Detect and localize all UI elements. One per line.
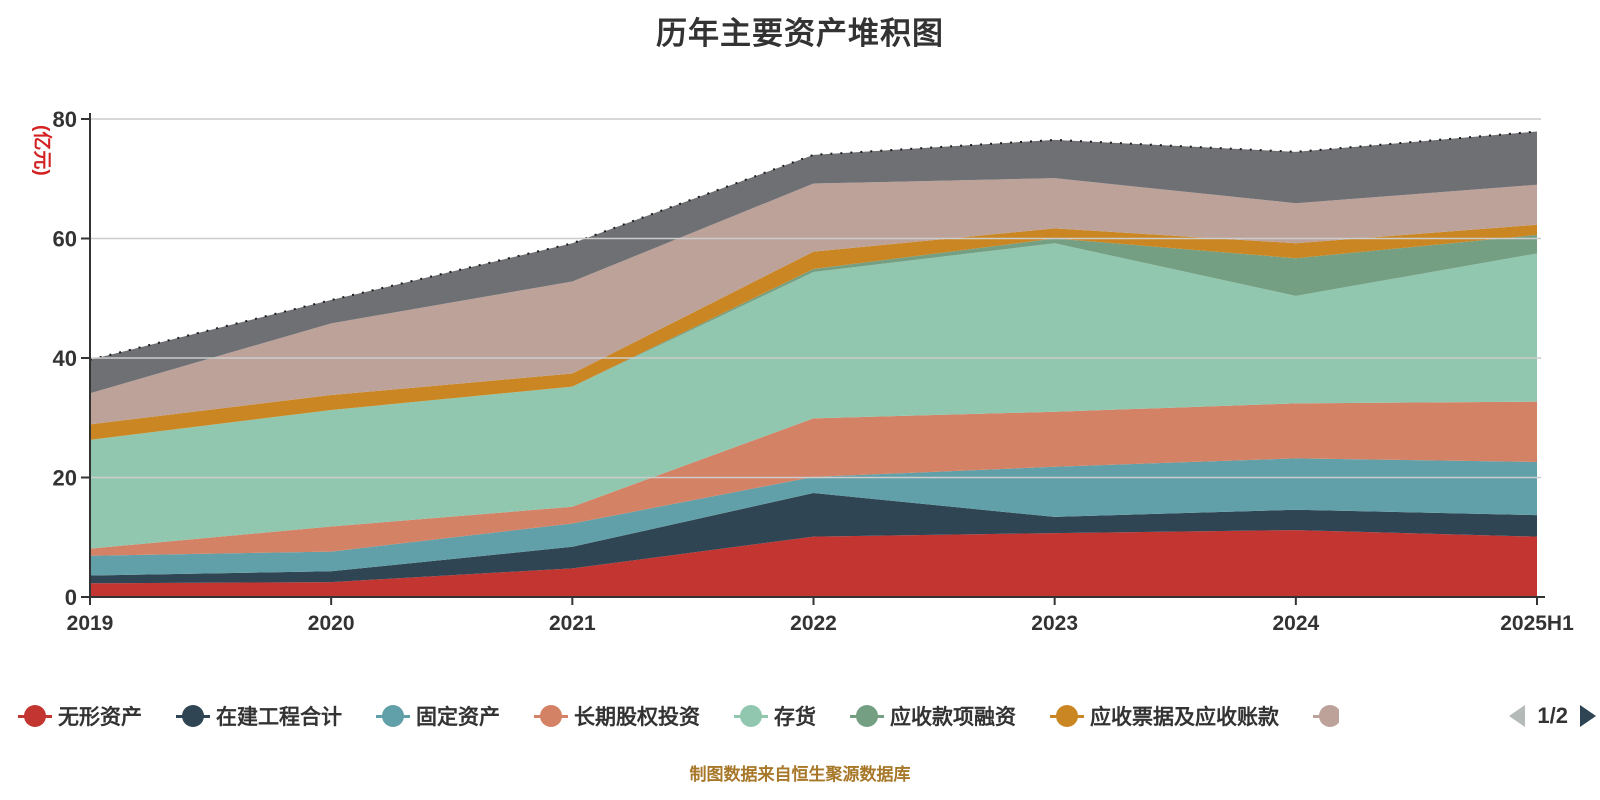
y-axis-label-20: 20 [53,466,77,491]
legend-label: 固定资产 [416,706,500,729]
legend-marker-circle [740,705,762,727]
legend-marker-circle [182,705,204,727]
area-band-长期股权投资 [90,401,1537,556]
area-bands [89,130,1538,597]
legend-marker-icon [534,705,568,727]
area-band-应收款项融资 [90,234,1537,440]
x-axis-label-2025H1: 2025H1 [1500,612,1574,635]
y-axis-label-80: 80 [53,107,77,132]
area-band-无形资产 [90,530,1537,597]
legend-label: 应收票据及应收账款 [1090,706,1279,729]
legend-label: 无形资产 [58,706,142,729]
legend-marker-icon [376,705,410,727]
y-axis-label-40: 40 [53,346,77,371]
legend-item-应收票据及应收账款[interactable]: 应收票据及应收账款 [1050,701,1279,731]
legend-marker-circle [1319,705,1339,727]
legend-pager: 1/2 [1509,703,1596,729]
legend-marker-icon [1313,705,1339,727]
legend-label: 长期股权投资 [574,706,700,729]
legend-marker-icon [18,705,52,727]
y-axis-unit-label: (亿元) [31,125,54,176]
legend-marker-icon [734,705,768,727]
x-axis-label-2023: 2023 [1031,612,1078,635]
legend-page-indicator: 1/2 [1537,703,1568,728]
legend-item-在建工程合计[interactable]: 在建工程合计 [176,701,342,731]
area-band-series8 [90,178,1537,425]
chart-caption: 制图数据来自恒生聚源数据库 [689,765,911,784]
area-band-固定资产 [90,458,1537,576]
legend-label: 应收款项融资 [890,706,1016,729]
area-band-series9 [90,131,1537,394]
legend-item-无形资产[interactable]: 无形资产 [18,701,142,731]
legend-item-存货[interactable]: 存货 [734,701,816,731]
y-axis-label-60: 60 [53,227,77,252]
x-axis-label-2020: 2020 [308,612,355,635]
legend-marker-icon [1050,705,1084,727]
legend-label: 存货 [774,706,816,729]
gridlines [90,118,1541,479]
area-band-存货 [90,243,1537,549]
legend-next-arrow[interactable] [1580,705,1596,727]
x-axis-label-2024: 2024 [1272,612,1319,635]
legend-marker-icon [176,705,210,727]
area-band-应收票据及应收账款 [90,224,1537,440]
legend-label: 在建工程合计 [216,706,342,729]
x-axis-label-2021: 2021 [549,612,596,635]
legend-item-固定资产[interactable]: 固定资产 [376,701,500,731]
y-axis-label-0: 0 [65,585,77,610]
area-band-在建工程合计 [90,493,1537,584]
axis-labels: 0 20 40 60 80 2019 2020 2021 2022 2023 2024 2025H1 [53,107,1575,635]
legend-marker-icon [850,705,884,727]
legend-marker-circle [24,705,46,727]
legend-item-应收款项融资[interactable]: 应收款项融资 [850,701,1016,731]
legend-item-长期股权投资[interactable]: 长期股权投资 [534,701,700,731]
x-axis-label-2019: 2019 [67,612,114,635]
axes [81,113,1545,605]
legend-marker-circle [1056,705,1078,727]
legend-marker-circle [540,705,562,727]
legend-item-truncated[interactable] [1313,705,1339,727]
legend-prev-arrow[interactable] [1509,705,1526,727]
chart-title: 历年主要资产堆积图 [656,16,944,51]
legend-marker-circle [856,705,878,727]
x-axis-label-2022: 2022 [790,612,837,635]
legend-marker-circle [382,705,404,727]
legend: 无形资产 在建工程合计 固定资产 长期股权投资 存货 应收款项融资 应收票据及应收账款 1/… [18,701,1596,731]
